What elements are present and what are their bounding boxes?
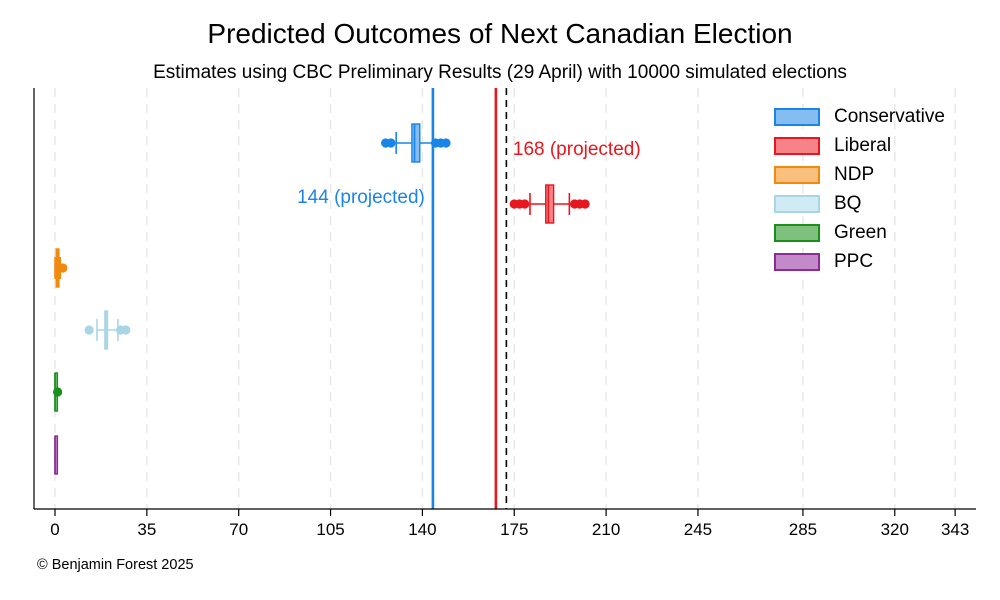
box-iqr bbox=[411, 123, 421, 163]
reference-lines bbox=[431, 88, 508, 509]
credit-text: © Benjamin Forest 2025 bbox=[37, 557, 194, 573]
legend-item: PPC bbox=[774, 247, 945, 276]
x-tick-label: 320 bbox=[881, 520, 909, 539]
box-iqr bbox=[545, 184, 555, 224]
annotation-layer: 144 (projected) 168 (projected) bbox=[297, 139, 641, 208]
box-conservative bbox=[381, 123, 451, 163]
box-bq bbox=[84, 310, 131, 350]
chart-title: Predicted Outcomes of Next Canadian Elec… bbox=[207, 18, 793, 49]
reference-line-label: 168 (projected) bbox=[513, 139, 641, 160]
x-tick-label: 175 bbox=[500, 520, 528, 539]
x-tick-layer: 0 35 70 105 140 175 210 245 285 320 343 bbox=[50, 509, 969, 539]
legend-swatch bbox=[774, 252, 820, 271]
grid-layer bbox=[54, 88, 956, 509]
axis-layer bbox=[33, 88, 976, 510]
legend-item: BQ bbox=[774, 189, 945, 218]
x-tick-label: 343 bbox=[941, 520, 969, 539]
outlier-point bbox=[441, 138, 451, 148]
box-ppc bbox=[54, 435, 59, 475]
outlier-point bbox=[84, 325, 94, 335]
box-ndp bbox=[54, 248, 68, 288]
box-green bbox=[53, 372, 63, 412]
outlier-point bbox=[386, 138, 396, 148]
outlier-point bbox=[121, 325, 131, 335]
legend-item: NDP bbox=[774, 160, 945, 189]
chart-subtitle: Estimates using CBC Preliminary Results … bbox=[153, 62, 847, 83]
legend-swatch bbox=[774, 107, 820, 126]
legend-label: Conservative bbox=[834, 105, 945, 127]
outlier-point bbox=[58, 263, 68, 273]
legend-label: NDP bbox=[834, 163, 875, 185]
legend-swatch bbox=[774, 223, 820, 242]
outlier-point bbox=[53, 387, 63, 397]
outlier-point bbox=[520, 199, 530, 209]
outlier-point bbox=[580, 199, 590, 209]
boxplot-layer bbox=[53, 123, 590, 475]
x-tick-label: 35 bbox=[137, 520, 156, 539]
reference-line-label: 144 (projected) bbox=[297, 187, 425, 208]
x-tick-label: 245 bbox=[684, 520, 712, 539]
legend-label: PPC bbox=[834, 250, 874, 272]
legend-swatch bbox=[774, 194, 820, 213]
legend-label: Green bbox=[834, 221, 887, 243]
x-tick-label: 140 bbox=[408, 520, 436, 539]
x-tick-label: 210 bbox=[592, 520, 620, 539]
x-tick-label: 285 bbox=[789, 520, 817, 539]
legend-label: BQ bbox=[834, 192, 862, 214]
box-liberal bbox=[509, 184, 590, 224]
x-tick-label: 70 bbox=[229, 520, 248, 539]
x-tick-label: 105 bbox=[316, 520, 344, 539]
legend-item: Liberal bbox=[774, 131, 945, 160]
legend-item: Conservative bbox=[774, 102, 945, 131]
legend-swatch bbox=[774, 136, 820, 155]
legend: Conservative Liberal NDP BQ Green PPC bbox=[774, 102, 945, 276]
x-tick-label: 0 bbox=[50, 520, 59, 539]
legend-label: Liberal bbox=[834, 134, 892, 156]
legend-item: Green bbox=[774, 218, 945, 247]
legend-swatch bbox=[774, 165, 820, 184]
